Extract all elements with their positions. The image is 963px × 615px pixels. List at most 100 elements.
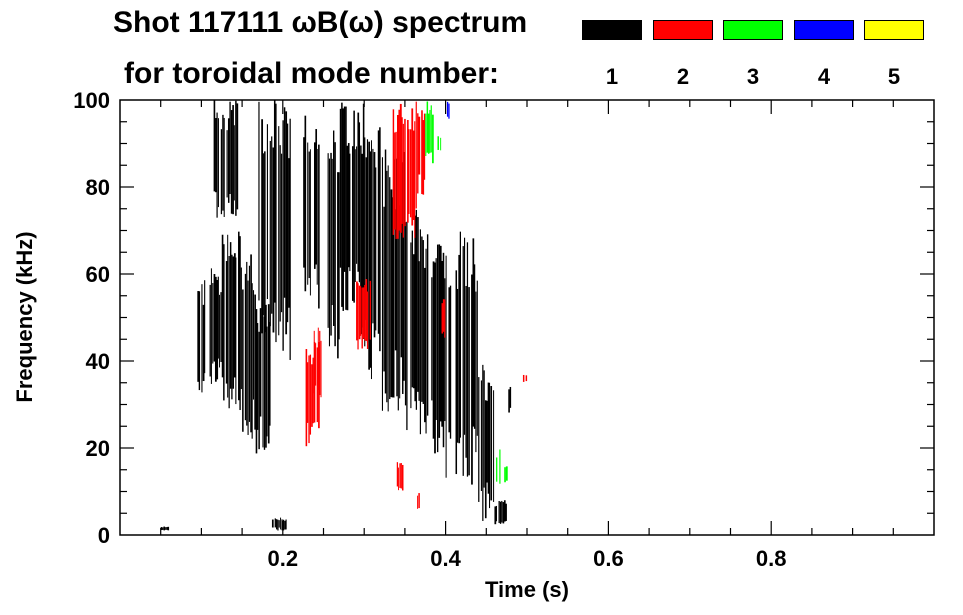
spectrum-strip — [490, 386, 493, 501]
spectrum-strip — [309, 149, 311, 296]
spectrum-strip — [486, 400, 488, 483]
region-n=3-1 — [437, 136, 442, 151]
spectrum-strip — [309, 354, 312, 435]
spectrum-strip — [213, 100, 216, 192]
spectrum-strip — [431, 277, 433, 401]
spectrum-strip — [327, 153, 329, 328]
spectrum-strip — [494, 506, 497, 525]
spectrum-strip — [448, 287, 451, 433]
spectrum-strip — [442, 299, 445, 332]
spectrum-strip — [308, 355, 310, 444]
spectrum-strip — [345, 106, 347, 310]
spectrum-strip — [417, 495, 419, 509]
spectrum-strip — [304, 115, 307, 292]
spectrum-strip — [370, 140, 372, 380]
spectrum-strip — [198, 291, 201, 391]
spectrum-regions — [160, 100, 528, 531]
spectrum-strip — [432, 261, 435, 439]
spectrum-strip — [503, 500, 506, 522]
spectrum-strip — [399, 205, 401, 399]
spectrum-strip — [202, 304, 205, 382]
spectrum-strip — [272, 147, 275, 333]
spectrum-strip — [393, 159, 395, 398]
spectrum-strip — [403, 151, 405, 381]
spectrum-strip — [395, 131, 397, 239]
spectrum-strip — [419, 229, 421, 435]
region-n=1-13 — [421, 234, 446, 454]
chart-title-line2: for toroidal mode number: — [124, 57, 499, 90]
region-n=2-4 — [356, 279, 371, 350]
region-n=2-1 — [417, 110, 426, 195]
spectrum-strip — [238, 231, 240, 401]
spectrum-strip — [221, 234, 224, 378]
spectrum-strip — [372, 148, 374, 324]
spectrum-strip — [368, 141, 370, 370]
spectrum-strip — [464, 237, 466, 435]
spectrum-strip — [441, 303, 444, 334]
spectrum-strip — [315, 129, 318, 265]
spectrum-strip — [421, 110, 423, 195]
spectrum-strip — [426, 101, 429, 153]
spectrum-strip — [475, 291, 477, 453]
spectrum-strip — [473, 264, 476, 429]
spectrum-strip — [448, 103, 450, 119]
spectrum-strip — [360, 286, 362, 336]
region-n=1-1 — [209, 268, 222, 384]
spectrum-strip — [414, 121, 416, 238]
spectrum-strip — [353, 110, 355, 303]
spectrum-strip — [289, 118, 291, 360]
spectrum-strip — [217, 276, 219, 359]
spectrum-strip — [343, 106, 346, 272]
spectrum-strip — [279, 145, 281, 322]
region-n=2-8 — [522, 374, 528, 382]
spectrum-strip — [502, 502, 505, 524]
spectrum-strip — [396, 158, 398, 397]
spectrum-strip — [216, 112, 218, 218]
spectrum-strip — [318, 144, 320, 309]
spectrum-strip — [399, 463, 401, 488]
spectrum-strip — [391, 197, 394, 398]
spectrum-strip — [288, 158, 290, 308]
spectrum-strip — [269, 322, 271, 426]
region-n=2-3 — [313, 327, 322, 398]
spectrum-strip — [358, 285, 361, 340]
spectrum-strip — [266, 326, 268, 437]
legend-label-n2: 2 — [676, 64, 690, 89]
spectrum-strip — [425, 248, 427, 434]
spectrum-strip — [264, 151, 266, 333]
spectrum-strip — [204, 280, 206, 374]
region-n=2-2 — [305, 341, 320, 447]
spectrum-strip — [415, 209, 418, 410]
spectrum-strip — [334, 142, 336, 347]
spectrum-strip — [362, 287, 365, 339]
spectrum-strip — [214, 276, 217, 382]
spectrum-strip — [166, 527, 168, 530]
spectrum-strip — [434, 262, 436, 454]
spectrum-strip — [476, 280, 478, 436]
region-n=1-5 — [213, 100, 239, 218]
spectrum-strip — [418, 493, 420, 509]
spectrum-strip — [233, 253, 236, 378]
spectrum-strip — [307, 142, 309, 285]
region-n=1-11 — [381, 145, 405, 412]
spectrum-strip — [365, 157, 368, 320]
spectrum-strip — [456, 288, 459, 443]
spectrum-strip — [312, 357, 314, 424]
y-tick-label: 80 — [86, 175, 110, 200]
spectrum-strip — [251, 283, 253, 439]
region-n=2-6 — [417, 493, 420, 509]
spectrum-strip — [346, 145, 349, 311]
spectrum-strip — [377, 130, 380, 334]
spectrum-strip — [247, 280, 249, 435]
spectrum-strip — [284, 520, 286, 530]
spectrum-strip — [505, 466, 508, 481]
spectrum-strip — [331, 158, 333, 306]
spectrum-strip — [396, 462, 399, 487]
spectrum-strip — [398, 109, 400, 231]
spectrum-strip — [215, 118, 217, 193]
spectrum-strip — [342, 108, 344, 311]
region-n=1-10 — [360, 103, 381, 380]
spectrum-strip — [483, 370, 485, 488]
spectrum-strip — [347, 143, 350, 268]
spectrum-strip — [216, 279, 219, 380]
